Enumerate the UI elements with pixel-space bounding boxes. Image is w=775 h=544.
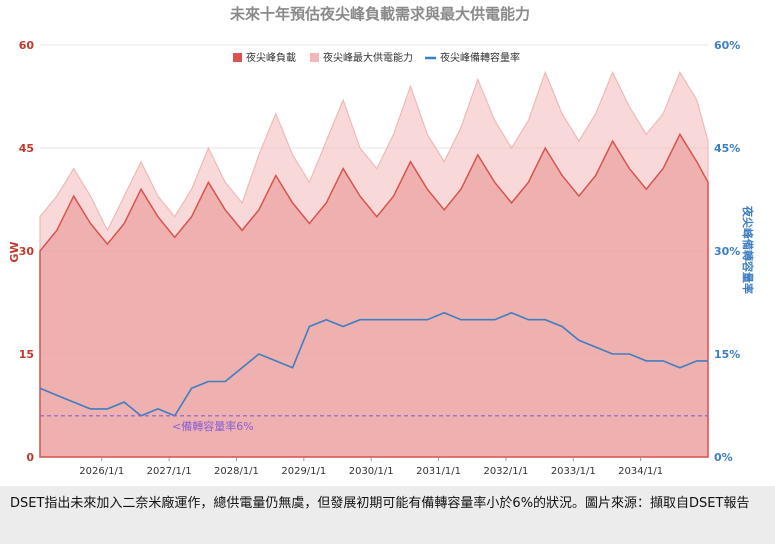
x-tick-label: 2030/1/1	[349, 466, 394, 477]
area-layer: <備轉容量率6%	[39, 70, 709, 458]
y-right-tick-label: 45%	[714, 142, 740, 155]
y-right-tick-label: 0%	[714, 451, 733, 464]
chart-figure: 未來十年預估夜尖峰負載需求與最大供電能力 <備轉容量率6% 0 0% 15 15% 30…	[8, 5, 755, 477]
series-peak-load-area	[39, 132, 709, 458]
x-tick-label: 2028/1/1	[214, 466, 259, 477]
legend-swatch	[310, 53, 319, 62]
y-axis-right-label: 夜尖峰備轉容量率	[741, 205, 755, 294]
chart-svg: 未來十年預估夜尖峰負載需求與最大供電能力 <備轉容量率6% 0 0% 15 15% 30…	[8, 5, 755, 477]
y-left-tick-label: 15	[19, 348, 34, 361]
x-tick-label: 2034/1/1	[618, 466, 663, 477]
x-tick-label: 2032/1/1	[483, 466, 528, 477]
x-tick-label: 2033/1/1	[551, 466, 596, 477]
legend-label: 夜尖峰備轉容量率	[440, 51, 520, 64]
chart-legend: 夜尖峰負載 夜尖峰最大供電能力 夜尖峰備轉容量率	[233, 51, 520, 64]
y-left-tick-label: 0	[26, 451, 34, 464]
legend-label: 夜尖峰最大供電能力	[323, 51, 413, 64]
x-tick-label: 2031/1/1	[416, 466, 461, 477]
y-left-tick-label: 30	[19, 245, 35, 258]
x-tick-label: 2026/1/1	[79, 466, 124, 477]
y-right-tick-label: 15%	[714, 348, 740, 361]
legend-label: 夜尖峰負載	[246, 51, 296, 64]
series-reserve-margin-line	[39, 311, 708, 417]
chart-title: 未來十年預估夜尖峰負載需求與最大供電能力	[229, 5, 530, 23]
y-left-tick-label: 60	[19, 39, 35, 52]
caption: DSET指出未來加入二奈米廠運作，總供電量仍無虞，但發展初期可能有備轉容量率小於…	[0, 486, 775, 544]
threshold-annotation: <備轉容量率6%	[172, 419, 254, 433]
y-axis-left-label: GW	[8, 241, 21, 262]
y-right-tick-label: 30%	[714, 245, 740, 258]
x-tick-label: 2027/1/1	[147, 466, 192, 477]
y-right-tick-label: 60%	[714, 39, 740, 52]
y-left-tick-label: 45	[19, 142, 34, 155]
axis-layer: 0 0% 15 15% 30 30% 45 45% 60 60% 2026/1/1 2027/1/1 2…	[19, 39, 741, 477]
x-tick-label: 2029/1/1	[281, 466, 326, 477]
legend-swatch	[233, 53, 242, 62]
